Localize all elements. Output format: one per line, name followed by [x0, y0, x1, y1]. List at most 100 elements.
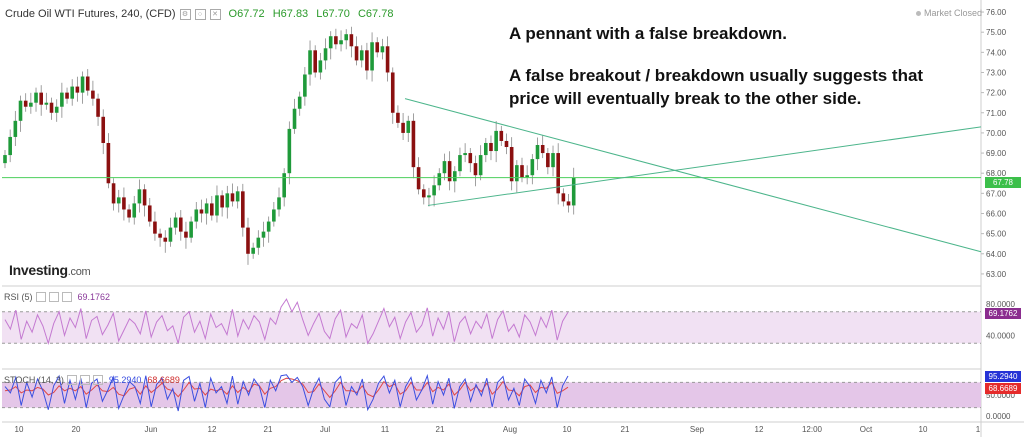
candle-body [292, 108, 297, 129]
candle-body [199, 209, 204, 214]
candle-body [499, 130, 504, 141]
candle-body [70, 86, 75, 99]
candle-body [484, 142, 488, 156]
candle-body [282, 173, 286, 198]
price-tick-label: 75.00 [986, 28, 1007, 37]
candle-body [18, 100, 23, 121]
candle-body [163, 237, 168, 242]
price-tick-label: 64.00 [986, 250, 1007, 259]
candle-body [458, 155, 462, 172]
candle-body [375, 42, 380, 53]
candle-body [463, 153, 467, 156]
candle-body [442, 161, 447, 174]
price-tick-label: 69.00 [986, 149, 1007, 158]
candle-body [540, 145, 545, 154]
candle-body [334, 36, 338, 45]
candle-body [478, 155, 483, 176]
price-tick-label: 67.00 [986, 189, 1007, 198]
stoch-close-icon[interactable] [92, 375, 103, 385]
rsi-title[interactable]: RSI (5) [4, 292, 33, 302]
candle-body [137, 189, 142, 204]
stoch-legend: STOCH (14, 3) 95.2940 68.6689 [4, 375, 180, 385]
candle-body [153, 221, 157, 234]
rsi-settings-icon[interactable] [35, 292, 46, 302]
candle-body [359, 50, 364, 61]
candle-body [344, 34, 349, 41]
candle-body [287, 128, 292, 174]
time-tick-label: Oct [860, 425, 873, 434]
candle-body [122, 197, 126, 210]
candle-body [416, 167, 421, 190]
candle-body [504, 140, 509, 148]
candle-body [178, 217, 183, 232]
candle-body [489, 142, 493, 152]
candle-body [142, 189, 147, 206]
time-tick-label: 21 [264, 425, 273, 434]
candle-body [204, 203, 209, 214]
stoch-settings-icon[interactable] [66, 375, 77, 385]
candle-body [173, 217, 178, 228]
candle-body [520, 165, 524, 178]
price-tick-label: 71.00 [986, 109, 1007, 118]
candle-body [23, 100, 28, 107]
price-tick-label: 66.00 [986, 209, 1007, 218]
close-icon[interactable]: ✕ [209, 8, 221, 20]
candle-body [530, 159, 535, 176]
candle-body [432, 185, 436, 196]
symbol-title[interactable]: Crude Oil WTI Futures, 240, (CFD) [5, 8, 176, 20]
time-tick-label: 1 [976, 425, 981, 434]
candle-body [39, 92, 43, 105]
candle-body [401, 122, 405, 133]
stoch-k-value: 95.2940 [108, 375, 142, 385]
stoch-hide-icon[interactable] [79, 375, 90, 385]
rsi-legend: RSI (5) 69.1762 [4, 292, 110, 302]
candle-body [158, 233, 162, 238]
candle-body [266, 221, 271, 232]
stoch-title[interactable]: STOCH (14, 3) [4, 375, 64, 385]
rsi-value: 69.1762 [77, 292, 111, 302]
candle-body [566, 201, 571, 206]
annotation-line-2: A false breakout / breakdown usually sug… [509, 66, 924, 85]
rsi-close-icon[interactable] [61, 292, 72, 302]
rsi-hide-icon[interactable] [48, 292, 59, 302]
market-status: Market Closed [915, 8, 982, 18]
candle-body [509, 147, 514, 182]
candle-body [96, 98, 100, 117]
candle-body [215, 195, 219, 216]
candle-body [380, 46, 385, 53]
candle-body [561, 193, 566, 202]
price-tick-label: 76.00 [986, 8, 1007, 17]
candle-body [339, 40, 343, 45]
rsi-tick-label: 40.0000 [986, 331, 1015, 340]
candle-body [184, 231, 188, 238]
rsi-tick-label: 80.0000 [986, 300, 1015, 309]
stoch-k-line [4, 373, 569, 412]
stoch-tick-label: 0.0000 [986, 412, 1011, 421]
price-tick-label: 63.00 [986, 270, 1007, 279]
low-value: L67.70 [316, 8, 350, 20]
settings-icon[interactable]: ⚙ [179, 8, 191, 20]
candle-body [411, 120, 416, 168]
candle-body [354, 46, 359, 61]
candle-body [210, 203, 214, 216]
hide-icon[interactable]: ○ [194, 8, 206, 20]
candle-body [235, 191, 240, 202]
time-tick-label: 10 [919, 425, 928, 434]
annotation-line-1: A pennant with a false breakdown. [509, 24, 788, 43]
price-tick-label: 72.00 [986, 89, 1007, 98]
time-tick-label: 21 [436, 425, 445, 434]
open-value: O67.72 [228, 8, 265, 20]
candle-body [101, 116, 106, 143]
candle-body [535, 145, 540, 160]
time-tick-label: 12 [208, 425, 217, 434]
stoch-k-tag: 95.2940 [985, 371, 1021, 382]
candle-body [525, 175, 529, 178]
candle-body [44, 102, 49, 105]
rsi-value-tag: 69.1762 [985, 308, 1021, 319]
candle-body [13, 120, 18, 137]
candle-body [91, 90, 95, 99]
candle-body [427, 195, 431, 198]
candle-body [111, 183, 116, 204]
